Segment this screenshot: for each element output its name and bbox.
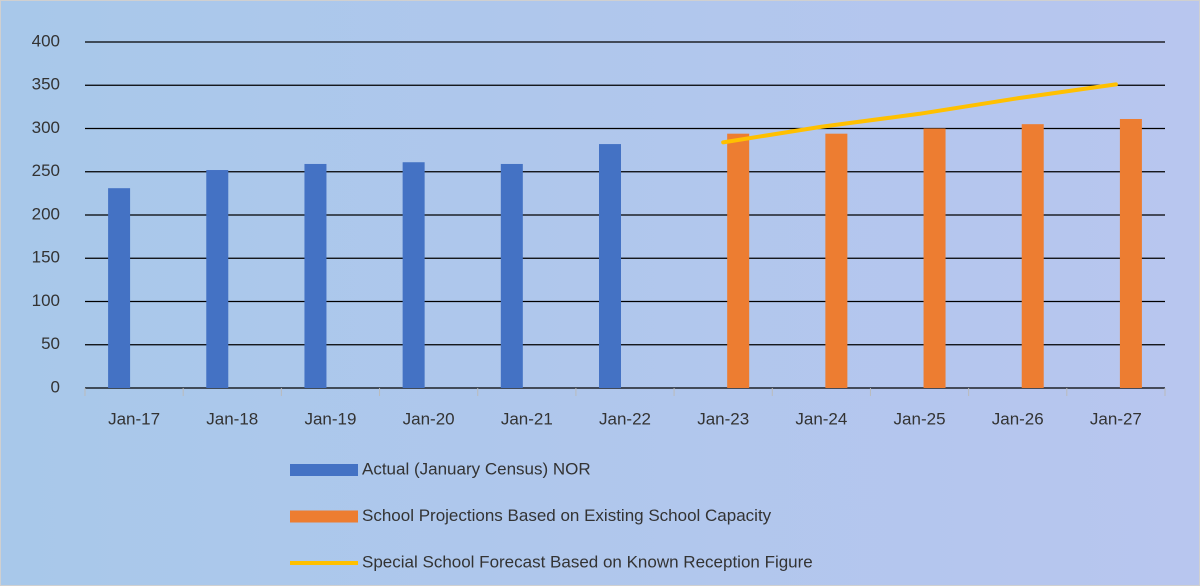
- bar: [206, 170, 229, 388]
- bar: [1021, 124, 1044, 389]
- x-tick-label: Jan-18: [206, 409, 258, 428]
- x-tick-label: Jan-20: [403, 409, 455, 428]
- x-tick-label: Jan-19: [304, 409, 356, 428]
- x-tick-label: Jan-25: [894, 409, 946, 428]
- y-tick-label: 250: [32, 161, 60, 180]
- y-tick-label: 0: [51, 377, 60, 396]
- legend-swatch: [290, 464, 358, 476]
- bar: [1119, 118, 1142, 389]
- bar: [727, 133, 750, 388]
- y-tick-label: 100: [32, 291, 60, 310]
- y-tick-label: 150: [32, 248, 60, 267]
- y-tick-label: 200: [32, 204, 60, 223]
- legend-label: School Projections Based on Existing Sch…: [362, 506, 772, 525]
- line-series: [721, 82, 1118, 145]
- x-tick-label: Jan-22: [599, 409, 651, 428]
- legend-swatch: [290, 510, 358, 523]
- bar: [599, 144, 621, 388]
- x-tick-label: Jan-24: [795, 409, 847, 428]
- y-tick-label: 300: [32, 118, 60, 137]
- y-tick-label: 350: [32, 75, 60, 94]
- x-tick-label: Jan-17: [108, 409, 160, 428]
- x-tick-label: Jan-27: [1090, 409, 1142, 428]
- bar: [108, 188, 131, 388]
- x-tick-label: Jan-23: [697, 409, 749, 428]
- x-tick-label: Jan-26: [992, 409, 1044, 428]
- bar: [923, 128, 946, 388]
- x-tick-label: Jan-21: [501, 409, 553, 428]
- bar: [500, 163, 523, 388]
- legend-label: Special School Forecast Based on Known R…: [362, 552, 813, 571]
- y-tick-label: 400: [32, 31, 60, 50]
- legend-label: Actual (January Census) NOR: [362, 459, 591, 478]
- y-tick-label: 50: [41, 334, 60, 353]
- bar: [304, 163, 327, 388]
- bar: [825, 133, 848, 388]
- bar: [402, 162, 425, 388]
